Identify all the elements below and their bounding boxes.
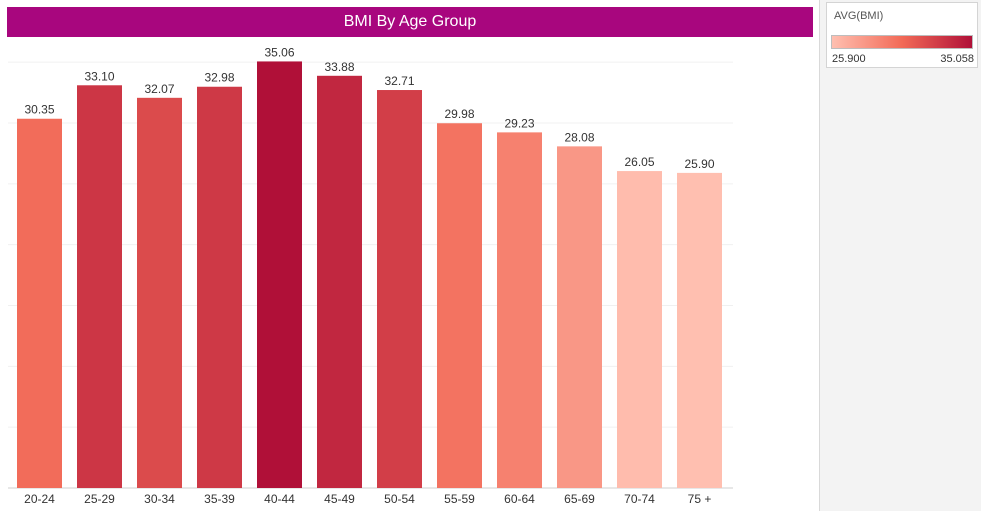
bar-75 +[interactable] [677,172,722,488]
bar-25-29[interactable] [77,85,122,489]
bar-55-59[interactable] [437,123,482,488]
bar-chart: 30.35 33.10 32.07 32.98 35.06 33.88 32.71 29.98… [8,45,733,506]
x-tick-label: 25-29 [84,492,115,506]
x-tick-label: 65-69 [564,492,595,506]
legend-gradient-bar [831,35,973,49]
x-tick-label: 40-44 [264,492,295,506]
value-label: 35.06 [264,45,294,59]
x-tick-label: 55-59 [444,492,475,506]
value-label: 29.23 [504,116,534,130]
bar-45-49[interactable] [317,75,362,488]
x-tick-label: 35-39 [204,492,235,506]
value-label: 33.88 [324,60,354,74]
bar-30-34[interactable] [137,97,182,488]
gridlines [8,61,733,489]
value-labels: 30.35 33.10 32.07 32.98 35.06 33.88 32.71 29.98… [24,45,714,170]
bars [17,61,722,489]
legend-title: AVG(BMI) [834,10,884,22]
legend-max-label: 35.058 [940,53,974,65]
value-label: 25.90 [684,157,714,171]
value-label: 32.98 [204,71,234,85]
x-tick-label: 30-34 [144,492,175,506]
bar-20-24[interactable] [17,118,62,488]
value-label: 30.35 [24,103,54,117]
chart-title: BMI By Age Group [7,7,813,37]
value-label: 29.98 [444,107,474,121]
value-label: 26.05 [624,155,654,169]
x-tick-label: 60-64 [504,492,535,506]
value-label: 33.10 [84,69,114,83]
bar-60-64[interactable] [497,132,542,488]
x-tick-label: 50-54 [384,492,415,506]
x-tick-label: 70-74 [624,492,655,506]
bar-35-39[interactable] [197,86,242,488]
value-label: 32.07 [144,82,174,96]
side-panel [820,0,981,511]
bar-40-44[interactable] [257,61,302,488]
x-axis-ticks: 20-24 25-29 30-34 35-39 40-44 45-49 50-54 55-59… [24,492,711,506]
value-label: 28.08 [564,130,594,144]
panel-divider [819,0,820,511]
bar-70-74[interactable] [617,171,662,488]
bar-50-54[interactable] [377,90,422,489]
legend-min-label: 25.900 [832,53,866,65]
value-label: 32.71 [384,74,414,88]
x-tick-label: 20-24 [24,492,55,506]
x-tick-label: 75 + [688,492,712,506]
bar-65-69[interactable] [557,146,602,489]
color-legend: AVG(BMI) 25.900 35.058 [826,2,978,68]
x-tick-label: 45-49 [324,492,355,506]
